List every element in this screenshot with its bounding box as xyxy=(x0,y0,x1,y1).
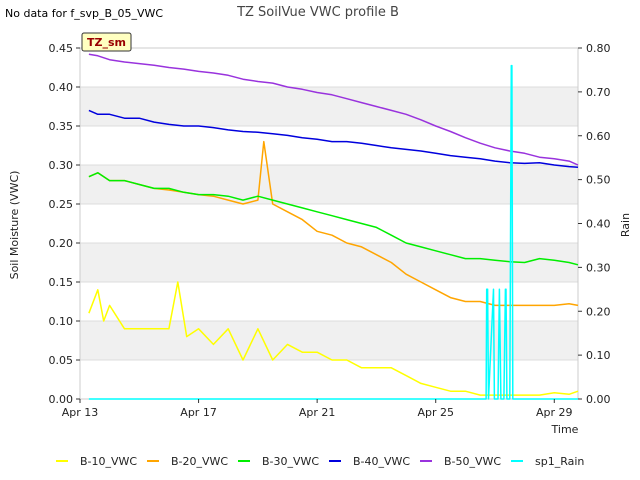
legend-item-b-50-vwc: B-50_VWC xyxy=(420,455,501,468)
y2-tick-label: 0.70 xyxy=(586,86,611,99)
x-tick-label: Apr 29 xyxy=(536,406,573,419)
y2-tick-label: 0.40 xyxy=(586,218,611,231)
legend-item-b-10-vwc: B-10_VWC xyxy=(56,455,137,468)
y-tick-label: 0.20 xyxy=(49,237,74,250)
background-band xyxy=(80,321,578,360)
legend-item-b-40-vwc: B-40_VWC xyxy=(329,455,410,468)
legend-label: B-10_VWC xyxy=(80,455,137,468)
legend-label: B-50_VWC xyxy=(444,455,501,468)
legend-item-b-30-vwc: B-30_VWC xyxy=(238,455,319,468)
series-line-b-30-vwc xyxy=(88,172,579,266)
y2-axis-label: Rain xyxy=(619,213,632,237)
chart-title: TZ SoilVue VWC profile B xyxy=(236,5,399,20)
legend-label: B-20_VWC xyxy=(171,455,228,468)
legend-label: B-40_VWC xyxy=(353,455,410,468)
y2-tick-label: 0.60 xyxy=(586,130,611,143)
y2-tick-label: 0.10 xyxy=(586,349,611,362)
y-tick-label: 0.00 xyxy=(49,393,74,406)
tz-badge: TZ_sm xyxy=(81,32,132,52)
y-tick-label: 0.45 xyxy=(49,42,74,55)
y-tick-label: 0.40 xyxy=(49,81,74,94)
y2-tick-label: 0.00 xyxy=(586,393,611,406)
y2-tick-label: 0.20 xyxy=(586,305,611,318)
tz-badge-label: TZ_sm xyxy=(87,36,126,49)
x-tick-label: Apr 25 xyxy=(417,406,454,419)
legend-label: B-30_VWC xyxy=(262,455,319,468)
y2-tick-label: 0.50 xyxy=(586,174,611,187)
series-layer xyxy=(88,53,579,400)
series-line-sp1-rain xyxy=(88,64,578,400)
y-tick-label: 0.25 xyxy=(49,198,74,211)
y2-axis-ticks: 0.00 0.10 0.20 0.30 0.40 0.50 0.60 0.70 0.80 xyxy=(578,42,611,406)
x-tick-label: Apr 13 xyxy=(62,406,99,419)
background-band xyxy=(80,87,578,126)
y-axis-ticks: 0.00 0.05 0.10 0.15 0.20 0.25 0.30 0.35 0.40 0.45 xyxy=(49,42,80,406)
background-band xyxy=(80,165,578,204)
x-tick-label: Apr 17 xyxy=(180,406,217,419)
y-tick-label: 0.10 xyxy=(49,315,74,328)
no-data-note: No data for f_svp_B_05_VWC xyxy=(5,7,164,20)
y-tick-label: 0.15 xyxy=(49,276,74,289)
series-line-b-50-vwc xyxy=(88,53,579,166)
series-line-b-40-vwc xyxy=(88,109,579,169)
y-axis-label: Soil Moisture (VWC) xyxy=(8,171,21,280)
legend-item-b-20-vwc: B-20_VWC xyxy=(147,455,228,468)
x-axis-ticks: Apr 13 Apr 17 Apr 21 Apr 25 Apr 29 xyxy=(62,399,573,419)
y-tick-label: 0.35 xyxy=(49,120,74,133)
background-band xyxy=(80,243,578,282)
legend-item-sp1-rain: sp1_Rain xyxy=(511,455,584,468)
legend-label: sp1_Rain xyxy=(535,455,584,468)
legend: B-10_VWC B-20_VWC B-30_VWC B-40_VWC B-50_VWC… xyxy=(56,455,584,468)
y-tick-label: 0.05 xyxy=(49,354,74,367)
background-bands xyxy=(80,87,578,360)
x-axis-label: Time xyxy=(551,423,579,436)
y2-tick-label: 0.30 xyxy=(586,261,611,274)
y2-tick-label: 0.80 xyxy=(586,42,611,55)
x-tick-label: Apr 21 xyxy=(299,406,336,419)
series-line-b-20-vwc xyxy=(88,140,579,307)
y-tick-label: 0.30 xyxy=(49,159,74,172)
